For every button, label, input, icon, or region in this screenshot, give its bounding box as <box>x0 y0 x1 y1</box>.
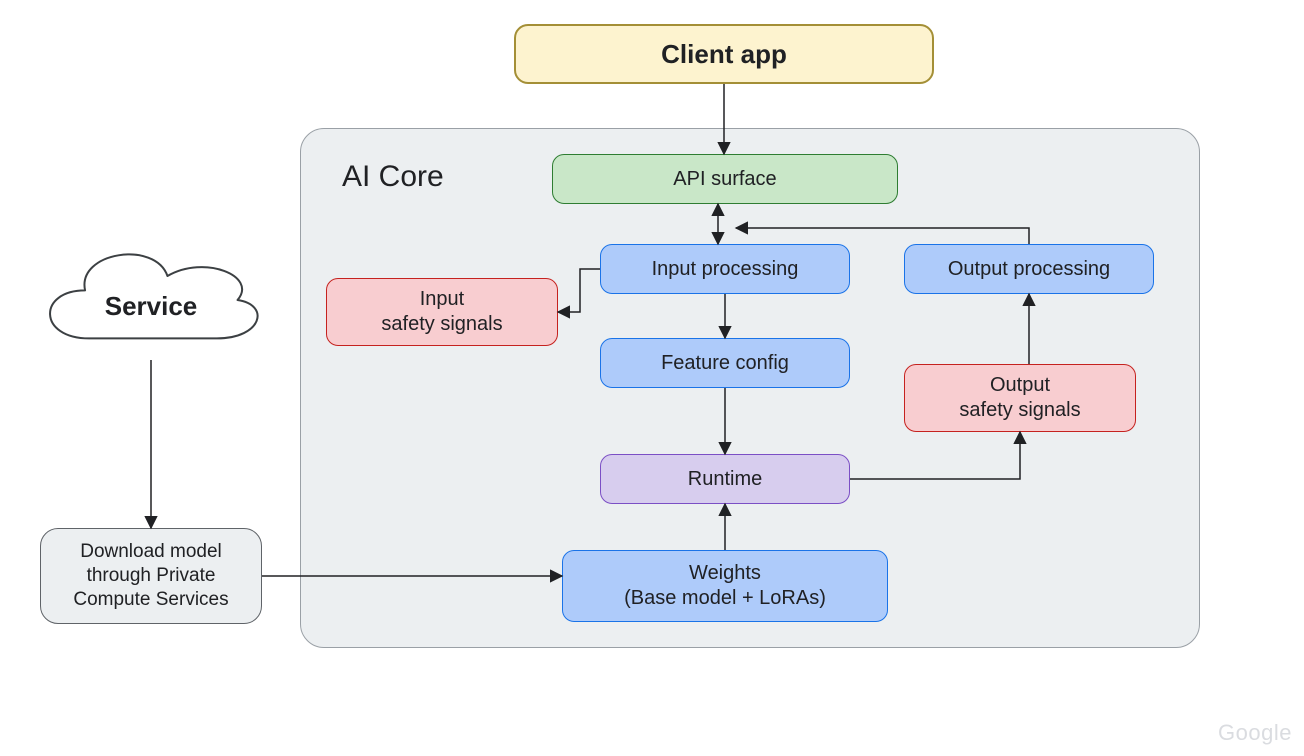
node-api-surface: API surface <box>552 154 898 204</box>
node-runtime: Runtime <box>600 454 850 504</box>
node-output-processing: Output processing <box>904 244 1154 294</box>
node-input-safety: Inputsafety signals <box>326 278 558 346</box>
node-feature-config: Feature config <box>600 338 850 388</box>
container-ai-core-title: AI Core <box>342 158 444 196</box>
node-client-app: Client app <box>514 24 934 84</box>
node-download-model: Download modelthrough PrivateCompute Ser… <box>40 528 262 624</box>
node-input-processing: Input processing <box>600 244 850 294</box>
node-weights: Weights(Base model + LoRAs) <box>562 550 888 622</box>
node-output-safety: Outputsafety signals <box>904 364 1136 432</box>
google-watermark: Google <box>1218 720 1292 746</box>
node-service-label: Service <box>48 276 254 336</box>
